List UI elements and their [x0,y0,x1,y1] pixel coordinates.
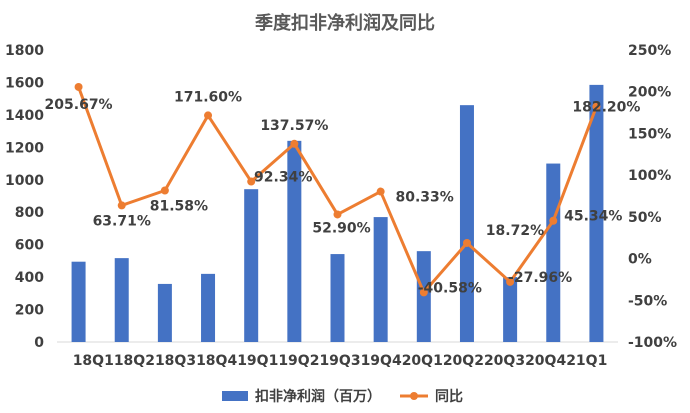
data-label-20Q4: 45.34% [564,209,622,225]
bar-19Q4 [373,217,388,342]
line-point-18Q4 [204,111,213,120]
y-left-tick-4: 800 [15,205,44,221]
y-right-tick-1: -50% [628,293,667,309]
line-point-18Q2 [117,201,126,210]
legend-marker-line [410,392,418,400]
y-right-tick-6: 200% [628,85,671,101]
bar-18Q1 [71,261,86,342]
y-left-tick-0: 0 [34,335,44,351]
bar-19Q3 [330,254,345,342]
bar-20Q3 [503,277,518,342]
data-label-18Q1: 205.67% [45,97,113,113]
line-point-21Q1 [592,102,601,111]
line-point-20Q3 [506,277,515,286]
line-point-18Q3 [160,186,169,195]
line-point-20Q1 [419,288,428,297]
y-right-tick-0: -100% [628,335,677,351]
chart-title: 季度扣非净利润及同比 [255,12,435,34]
y-left-tick-3: 600 [15,238,44,254]
y-right-tick-4: 100% [628,168,671,184]
legend: 扣非净利润（百万） 同比 [222,388,463,405]
y-axis-left-ticks: 0 200 400 600 800 1000 1200 1400 1600 1800 [5,43,44,351]
bar-21Q1 [589,84,604,342]
bar-19Q1 [244,189,259,342]
bar-series [71,84,604,343]
y-right-tick-5: 150% [628,126,671,142]
y-left-tick-1: 200 [15,303,44,319]
y-left-tick-8: 1600 [5,75,44,91]
data-label-20Q3: -27.96% [508,270,572,286]
line-point-19Q3 [333,210,342,219]
bar-20Q4 [546,163,561,342]
data-label-19Q1: 92.34% [254,170,312,186]
y-left-tick-6: 1200 [5,140,44,156]
data-label-19Q4: 80.33% [395,190,453,206]
bar-20Q2 [459,105,474,343]
data-labels: 205.67% 63.71%81.58% 171.60% 92.34% 137.57% 5… [45,89,641,296]
line-markers [74,82,601,297]
data-label-21Q1: 182.20% [572,100,640,116]
data-label-18Q2: 63.71% [93,213,151,229]
data-label-18Q3: 81.58% [150,199,208,215]
legend-label-bar: 扣非净利润（百万） [255,388,381,405]
y-right-tick-2: 0% [628,252,652,268]
line-point-20Q4 [549,216,558,225]
line-point-19Q2 [290,139,299,148]
bar-18Q4 [201,273,216,342]
line-point-19Q1 [247,177,256,186]
bar-18Q2 [114,258,129,342]
data-label-20Q1: -40.58% [418,280,482,296]
data-label-20Q2: 18.72% [486,223,544,239]
bar-18Q3 [157,283,172,342]
y-left-tick-9: 1800 [5,43,44,59]
data-label-18Q4: 171.60% [174,89,242,105]
legend-label-line: 同比 [435,388,463,405]
line-point-18Q1 [74,82,83,91]
y-left-tick-7: 1400 [5,108,44,124]
x-axis-tick-labels: 18Q118Q218Q318Q419Q119Q219Q319Q420Q120Q2… [73,353,608,369]
y-right-tick-3: 50% [628,210,662,226]
bar-19Q2 [287,140,302,342]
y-axis-right-ticks: -100% -50% 0% 50% 100% 150% 200% 250% [628,43,677,351]
line-point-19Q4 [376,187,385,196]
bar-20Q1 [416,251,431,342]
y-left-tick-5: 1000 [5,173,44,189]
data-label-19Q2: 137.57% [260,118,328,134]
y-right-tick-7: 250% [628,43,671,59]
y-left-tick-2: 400 [15,270,44,286]
data-label-19Q3: 52.90% [312,220,370,236]
legend-swatch-bar [222,391,248,401]
line-point-20Q2 [462,238,471,247]
